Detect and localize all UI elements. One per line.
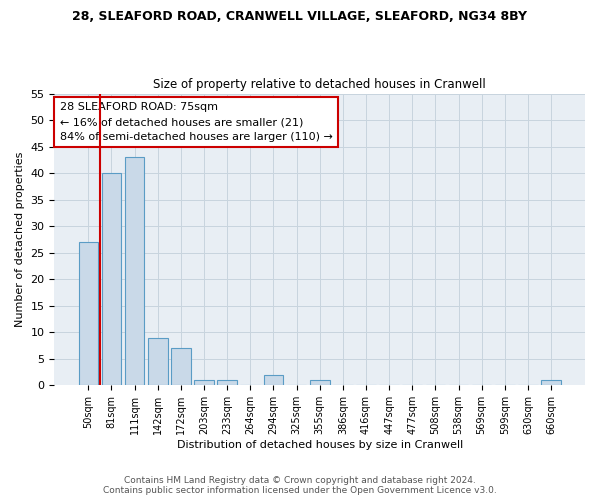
Bar — [310, 380, 329, 386]
Bar — [194, 380, 214, 386]
Y-axis label: Number of detached properties: Number of detached properties — [15, 152, 25, 327]
Bar — [263, 374, 283, 386]
Bar — [171, 348, 191, 386]
Bar — [217, 380, 237, 386]
Bar — [79, 242, 98, 386]
Bar — [125, 157, 145, 386]
Bar — [541, 380, 561, 386]
Bar — [101, 173, 121, 386]
Text: 28, SLEAFORD ROAD, CRANWELL VILLAGE, SLEAFORD, NG34 8BY: 28, SLEAFORD ROAD, CRANWELL VILLAGE, SLE… — [73, 10, 527, 23]
Bar — [148, 338, 167, 386]
Text: 28 SLEAFORD ROAD: 75sqm
← 16% of detached houses are smaller (21)
84% of semi-de: 28 SLEAFORD ROAD: 75sqm ← 16% of detache… — [60, 102, 332, 142]
Text: Contains HM Land Registry data © Crown copyright and database right 2024.
Contai: Contains HM Land Registry data © Crown c… — [103, 476, 497, 495]
Title: Size of property relative to detached houses in Cranwell: Size of property relative to detached ho… — [154, 78, 486, 91]
X-axis label: Distribution of detached houses by size in Cranwell: Distribution of detached houses by size … — [176, 440, 463, 450]
